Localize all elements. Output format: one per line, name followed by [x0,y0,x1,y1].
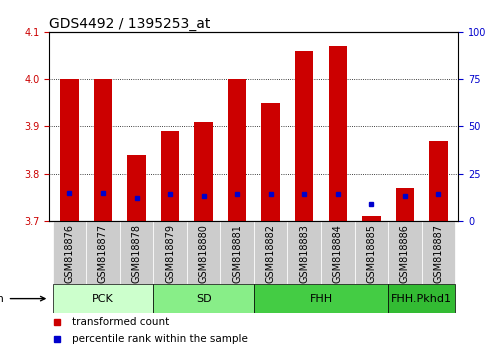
Bar [153,284,254,313]
Text: GSM818877: GSM818877 [98,224,108,283]
Bar [321,221,354,284]
Text: PCK: PCK [92,293,114,304]
Bar [295,51,314,221]
Bar [60,79,79,221]
Bar [53,221,86,284]
Text: percentile rank within the sample: percentile rank within the sample [72,333,247,343]
Text: FHH: FHH [310,293,333,304]
Text: FHH.Pkhd1: FHH.Pkhd1 [391,293,452,304]
Bar [220,221,254,284]
Bar [261,103,280,221]
Bar [86,221,120,284]
Bar [395,188,414,221]
Text: GSM818885: GSM818885 [366,224,376,283]
Bar [429,141,448,221]
Text: GSM818882: GSM818882 [266,224,276,283]
Bar [354,221,388,284]
Text: SD: SD [196,293,211,304]
Bar [127,155,146,221]
Bar [362,216,381,221]
Bar [287,221,321,284]
Text: GSM818884: GSM818884 [333,224,343,283]
Bar [388,284,455,313]
Text: GSM818886: GSM818886 [400,224,410,283]
Bar [153,221,187,284]
Text: GSM818887: GSM818887 [433,224,443,283]
Bar [254,284,388,313]
Bar [120,221,153,284]
Text: GSM818881: GSM818881 [232,224,242,283]
Bar [388,221,422,284]
Text: GSM818880: GSM818880 [199,224,209,283]
Text: GSM818883: GSM818883 [299,224,309,283]
Bar [228,79,246,221]
Bar [422,221,455,284]
Text: transformed count: transformed count [72,317,169,327]
Bar [94,79,112,221]
Bar [328,46,347,221]
Bar [187,221,220,284]
Bar [161,131,179,221]
Text: GDS4492 / 1395253_at: GDS4492 / 1395253_at [49,17,211,31]
Text: GSM818876: GSM818876 [65,224,74,283]
Bar [254,221,287,284]
Text: GSM818878: GSM818878 [132,224,141,283]
Text: GSM818879: GSM818879 [165,224,175,283]
Text: strain: strain [0,293,45,304]
Bar [194,122,213,221]
Bar [53,284,153,313]
